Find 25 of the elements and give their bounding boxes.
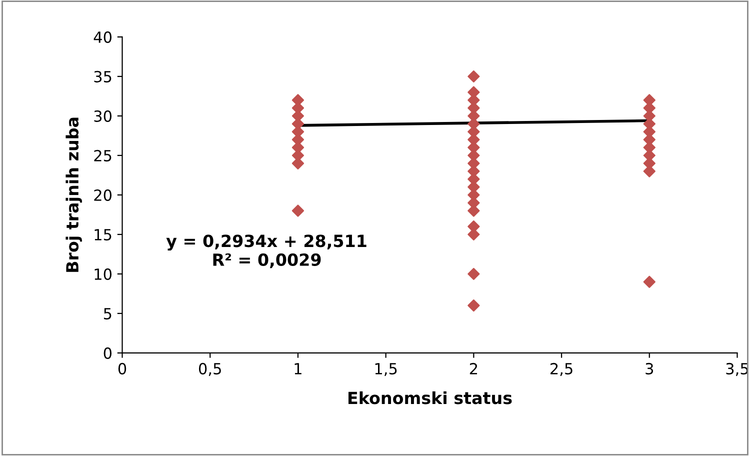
y-tick-label: 5	[104, 308, 112, 320]
x-tick-label: 3,5	[726, 362, 748, 376]
x-tick-label: 2	[470, 362, 478, 374]
y-tick-label: 15	[94, 229, 112, 240]
annotation: y = 0,2934x + 28,511 R² = 0,0029	[166, 234, 366, 268]
x-tick-label: 2,5	[550, 362, 572, 376]
x-tick-label: 1,5	[375, 363, 397, 376]
x-tick-label: 3	[646, 362, 654, 374]
point	[643, 276, 656, 288]
y-axis-title: Broj trajnih zuba	[66, 118, 82, 272]
y-tick-label: 40	[94, 31, 112, 43]
y-tick-label: 20	[94, 189, 112, 201]
point	[468, 70, 480, 83]
y-tick-label: 0	[104, 347, 112, 359]
y-tick-label: 25	[94, 150, 112, 162]
x-tick-label: 0,5	[198, 362, 221, 376]
y-tick-label: 35	[94, 70, 112, 82]
y-tick-label: 30	[94, 110, 112, 122]
point	[292, 204, 304, 217]
point	[468, 299, 480, 312]
y-tick-label: 10	[94, 268, 112, 280]
x-tick-label: 0	[118, 362, 126, 374]
point	[468, 268, 480, 280]
x-tick-label: 1	[294, 363, 302, 374]
x-axis-title: Ekonomski status	[348, 391, 512, 404]
